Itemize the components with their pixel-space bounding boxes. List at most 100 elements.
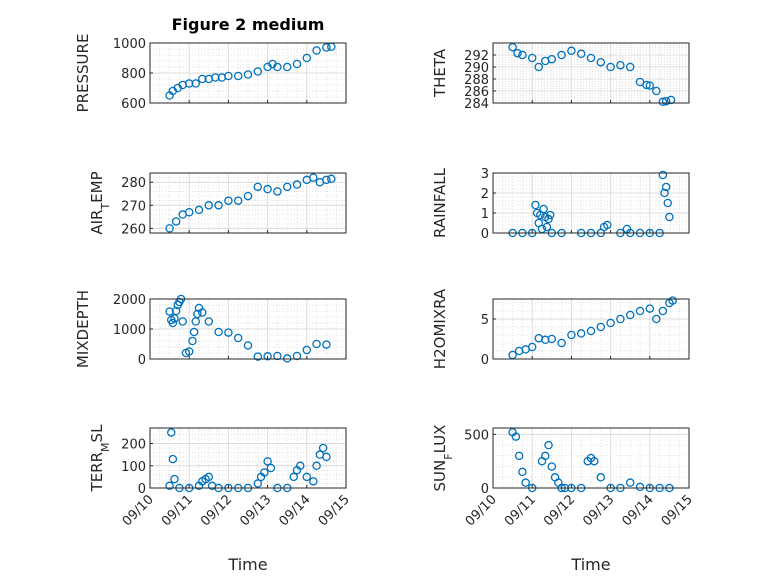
x-tick-label: 09/11 (159, 492, 196, 529)
data-point (233, 196, 243, 205)
data-point (576, 329, 586, 338)
data-point (322, 340, 331, 349)
data-point (302, 53, 312, 63)
data-point (312, 46, 321, 55)
data-point (168, 318, 178, 328)
data-point (327, 174, 336, 184)
data-point (518, 50, 527, 60)
y-tick-label: 290 (464, 61, 489, 76)
data-point (312, 461, 321, 471)
x-tick-label: 09/14 (277, 492, 314, 529)
data-point (661, 96, 671, 106)
x-tick-label: 09/11 (502, 492, 539, 529)
data-point (188, 336, 197, 346)
axes-box (149, 427, 347, 489)
data-point (596, 473, 606, 482)
data-point (233, 71, 243, 81)
data-point (318, 443, 328, 453)
data-point (645, 81, 655, 90)
data-point (567, 46, 576, 56)
y-tick-label: 288 (464, 73, 489, 88)
y-tick-label: 280 (121, 176, 146, 191)
y-tick-label: 3 (481, 167, 489, 182)
data-point (635, 306, 645, 316)
data-point (544, 214, 553, 224)
data-point (514, 451, 524, 461)
data-point (296, 461, 305, 471)
data-point (243, 70, 253, 79)
data-point (214, 327, 223, 337)
y-axis-label: THETA (431, 48, 449, 98)
x-axis-label: Time (227, 555, 267, 574)
data-point (253, 67, 263, 76)
y-axis-label: TERRMSL (88, 424, 112, 493)
subplot-4: 0 1 2 3 RAINFALL (431, 167, 690, 242)
data-point (260, 468, 269, 477)
x-tick-label: 09/13 (237, 492, 274, 529)
data-point (665, 212, 674, 222)
data-point (198, 308, 207, 317)
y-axis-label: SUNFLUX (431, 425, 455, 492)
data-point (531, 200, 540, 210)
data-point (309, 173, 318, 182)
x-tick-label: 09/13 (580, 492, 617, 529)
data-point (282, 182, 292, 192)
subplot-1: 600 800 1000 PRESSURE Figure 2 medium (74, 15, 347, 113)
data-point (322, 175, 331, 185)
subplot-6: 0 5 H2OMIXRA (431, 288, 690, 369)
x-axis-label: Time (570, 555, 610, 574)
data-point (194, 205, 204, 215)
data-point (224, 328, 233, 337)
data-point (567, 330, 576, 340)
data-point (616, 314, 625, 324)
data-point (508, 42, 517, 52)
x-tick-label: 09/10 (463, 492, 500, 529)
y-tick-label: 1000 (113, 323, 146, 338)
data-point (204, 472, 214, 482)
data-point (596, 57, 606, 67)
data-point (168, 454, 178, 464)
data-point (521, 478, 530, 487)
data-point (204, 201, 214, 210)
data-point (253, 479, 263, 488)
data-point (534, 62, 543, 72)
y-axis-label: MIXDEPTH (74, 290, 92, 368)
data-point (603, 220, 612, 230)
data-point (606, 318, 615, 328)
data-point (166, 428, 176, 437)
data-point (198, 74, 207, 84)
data-point (253, 352, 263, 361)
axes-box (492, 42, 690, 104)
data-point (652, 86, 661, 96)
data-point (547, 462, 557, 471)
data-point (253, 182, 263, 192)
data-point (263, 457, 272, 466)
data-point (625, 310, 635, 320)
axes-box (492, 172, 690, 234)
subplot-5: 0 1000 2000 MIXDEPTH (74, 290, 347, 368)
x-tick-label: 09/12 (198, 492, 235, 529)
data-point (557, 338, 566, 348)
data-point (658, 170, 668, 180)
data-point (661, 182, 671, 192)
y-axis-label: PRESSURE (74, 34, 92, 113)
data-point (171, 217, 181, 226)
y-tick-label: 270 (121, 199, 146, 214)
data-point (586, 53, 596, 63)
data-point (596, 322, 606, 332)
y-tick-label: 0 (138, 353, 146, 368)
data-point (273, 187, 282, 196)
data-point (547, 334, 557, 344)
data-point (663, 198, 673, 208)
data-point (165, 224, 174, 233)
y-tick-label: 0 (138, 482, 146, 497)
data-point (191, 79, 200, 88)
y-tick-label: 284 (464, 97, 489, 112)
data-point (292, 59, 302, 69)
y-tick-label: 0 (481, 227, 489, 242)
y-tick-label: 1000 (113, 37, 146, 52)
x-tick-label: 09/14 (620, 492, 657, 529)
data-point (289, 472, 298, 482)
data-point (224, 71, 233, 81)
